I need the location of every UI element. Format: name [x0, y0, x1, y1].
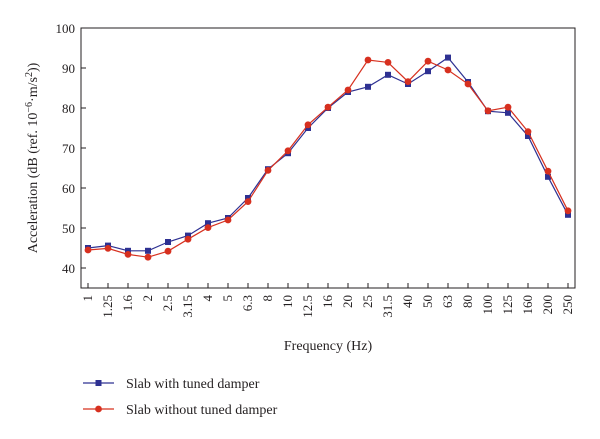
x-tick-label: 2.5 — [160, 295, 175, 311]
x-axis-title: Frequency (Hz) — [284, 339, 373, 354]
x-tick-label: 25 — [360, 295, 375, 308]
data-point — [385, 71, 391, 78]
x-tick-label: 5 — [220, 295, 235, 302]
data-point — [125, 247, 131, 254]
data-point — [545, 173, 551, 180]
data-point — [484, 107, 492, 115]
data-point — [84, 246, 92, 254]
y-tick-label: 100 — [56, 21, 76, 36]
x-tick-label: 200 — [540, 295, 555, 315]
x-tick-label: 100 — [480, 295, 495, 315]
y-axis-title: Acceleration (dB (ref. 10−6·m/s2)) — [24, 62, 41, 253]
x-tick-label: 50 — [420, 295, 435, 308]
data-point — [245, 195, 251, 201]
y-tick-label: 70 — [62, 141, 75, 156]
x-tick-label: 250 — [560, 295, 575, 315]
x-tick-label: 1.6 — [120, 295, 135, 312]
data-point — [184, 235, 192, 243]
data-point — [384, 59, 392, 66]
data-point — [424, 57, 432, 65]
y-tick-label: 60 — [62, 181, 75, 196]
y-tick-label: 40 — [62, 261, 75, 276]
data-point — [164, 247, 172, 255]
series-line-1 — [87, 59, 569, 258]
data-point — [504, 103, 512, 111]
data-point — [264, 167, 272, 174]
legend: Slab with tuned damper Slab without tuned… — [83, 377, 278, 418]
data-point — [304, 121, 312, 129]
data-point — [124, 251, 132, 258]
data-point — [445, 54, 451, 61]
y-ticks: 40 50 60 70 80 90 100 — [56, 21, 86, 276]
x-tick-label: 20 — [340, 295, 355, 308]
x-tick-label: 4 — [200, 295, 215, 302]
data-point — [544, 167, 552, 175]
data-point — [344, 86, 352, 94]
x-ticks: 1 1.25 1.6 2 2.5 3.15 4 5 6.3 8 10 12.5 16 20 25 31.5 40… — [80, 283, 575, 318]
data-point — [165, 239, 171, 245]
legend-label: Slab with tuned damper — [126, 377, 260, 392]
x-tick-label: 125 — [500, 295, 515, 315]
data-point — [404, 78, 412, 85]
legend-label: Slab without tuned damper — [126, 403, 278, 418]
data-point — [224, 216, 232, 224]
data-point — [145, 247, 151, 254]
x-tick-label: 16 — [320, 295, 335, 309]
data-point — [425, 68, 431, 75]
series-layer — [84, 54, 572, 261]
data-point — [364, 56, 372, 64]
x-tick-label: 80 — [460, 295, 475, 308]
x-tick-label: 1.25 — [100, 295, 115, 318]
x-tick-label: 2 — [140, 295, 155, 302]
x-tick-label: 1 — [80, 295, 95, 302]
data-point — [144, 253, 152, 261]
x-tick-label: 31.5 — [380, 295, 395, 318]
x-tick-label: 160 — [520, 295, 535, 315]
data-point — [444, 66, 452, 74]
data-point — [205, 220, 211, 227]
y-tick-label: 80 — [62, 101, 75, 116]
data-point — [524, 128, 532, 136]
data-point — [464, 80, 472, 88]
y-tick-label: 90 — [62, 61, 75, 76]
x-tick-label: 3.15 — [180, 295, 195, 318]
y-tick-label: 50 — [62, 221, 75, 236]
x-tick-label: 10 — [280, 295, 295, 308]
x-tick-label: 12.5 — [300, 295, 315, 318]
x-tick-label: 8 — [260, 295, 275, 302]
data-point — [525, 133, 531, 139]
data-point — [244, 198, 252, 206]
data-point — [284, 147, 292, 155]
legend-marker — [95, 405, 102, 413]
series-line-0 — [87, 56, 569, 252]
data-point — [564, 207, 572, 215]
legend-marker — [95, 380, 102, 386]
x-tick-label: 63 — [440, 295, 455, 308]
x-tick-label: 6.3 — [240, 295, 255, 311]
data-point — [365, 83, 371, 90]
data-point — [324, 103, 332, 111]
plot-frame — [80, 27, 576, 289]
data-point — [505, 109, 511, 116]
data-point — [204, 224, 212, 232]
x-tick-label: 40 — [400, 295, 415, 308]
data-point — [565, 211, 571, 218]
data-point — [104, 245, 112, 252]
data-point — [185, 232, 191, 239]
